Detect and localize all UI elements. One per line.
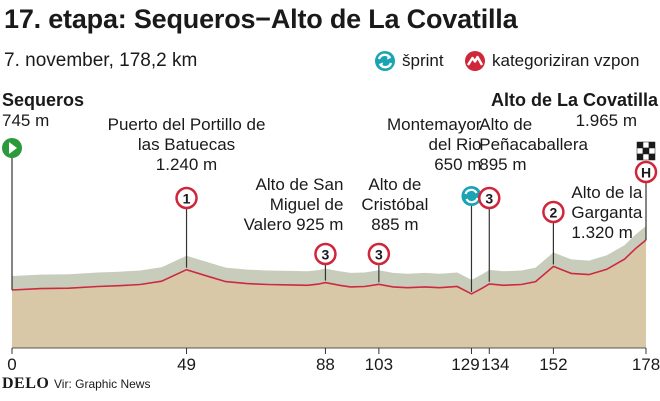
finish-flag-square [642,147,650,155]
start-elevation: 745 m [2,111,49,130]
point-label-line: Miguel de [270,195,344,214]
point-label-line: 650 m [434,155,481,174]
point-label-line: Garganta [571,203,642,222]
climb-marker-1 [175,186,198,210]
x-tick-label: 178 [632,355,660,374]
finish-elevation: 1.965 m [576,111,637,130]
climb-category: 2 [549,205,557,221]
finish-flag-square [648,147,656,155]
point-label-line: 885 m [371,215,418,234]
x-tick-label: 103 [365,355,393,374]
sprint-arrow-upper [464,188,478,195]
stage-date-distance: 7. november, 178,2 km [4,50,198,71]
start-name: Sequeros [2,90,84,110]
point-label-line: Alto de [368,175,421,194]
legend-climb-label: kategoriziran vzpon [492,51,640,70]
finish-flag-square [648,153,656,161]
legend-sprint-label: šprint [402,51,444,70]
climb-category: 1 [183,191,191,207]
point-label-line: Alto de la [571,183,642,202]
point-label-line: del Rio [429,135,482,154]
climb-category: 3 [375,247,383,263]
sprint-icon [375,51,395,71]
source-credit: Vir: Graphic News [54,377,151,391]
climb-marker-3 [367,242,391,266]
start-play-icon [9,142,17,154]
x-tick-label: 152 [539,355,567,374]
climb-category: 3 [322,247,330,263]
publisher-logo: DELO [2,375,50,392]
finish-flag-square [642,153,650,161]
sprint-arrow-lower [465,197,479,204]
page-title: 17. etapa: Sequeros−Alto de La Covatilla [4,4,518,34]
point-label-line: Alto de [479,115,532,134]
point-label-line: las Batuecas [138,135,235,154]
x-axis: 0 49 88 103 129 134 152 178 [7,348,660,374]
finish-flag-square [636,153,644,161]
x-tick-label: 49 [177,355,196,374]
finish-flag-square [642,141,650,149]
profile-line [11,239,647,295]
climb-marker-5 [478,186,501,210]
point-label-line: Cristóbal [361,195,428,214]
finish-flag-square [636,141,644,149]
x-tick-label: 129 [451,355,479,374]
profile-markers: 1 3 3 3 2 H [2,138,658,292]
legend-climb: kategoriziran vzpon [464,50,639,72]
climb-category: 3 [485,191,493,207]
x-tick-label: 88 [316,355,335,374]
point-label-line: 1.240 m [156,155,217,174]
point-label-line: Montemayor [387,115,482,134]
point-label-line: Peñacaballera [479,135,588,154]
profile-fill [12,240,646,348]
climb-marker-2 [314,242,337,266]
profile-area [11,226,647,349]
x-tick-label: 0 [7,355,16,374]
point-label-line: Valero 925 m [244,215,344,234]
legend-sprint: šprint [374,50,444,72]
point-label-line: Alto de San [256,175,344,194]
point-label-line: Puerto del Portillo de [108,115,266,134]
x-tick-label: 134 [481,355,509,374]
finish-flag-square [636,147,644,155]
point-label-line: 895 m [479,155,526,174]
finish-flag-square [648,141,656,149]
point-label-line: 1.320 m [571,223,632,242]
climb-marker-6 [542,200,565,224]
climb-icon [465,51,485,71]
finish-marker [634,160,658,184]
finish-flag-icon [636,141,656,161]
finish-name: Alto de La Covatilla [491,90,659,110]
finish-category: H [641,165,651,181]
